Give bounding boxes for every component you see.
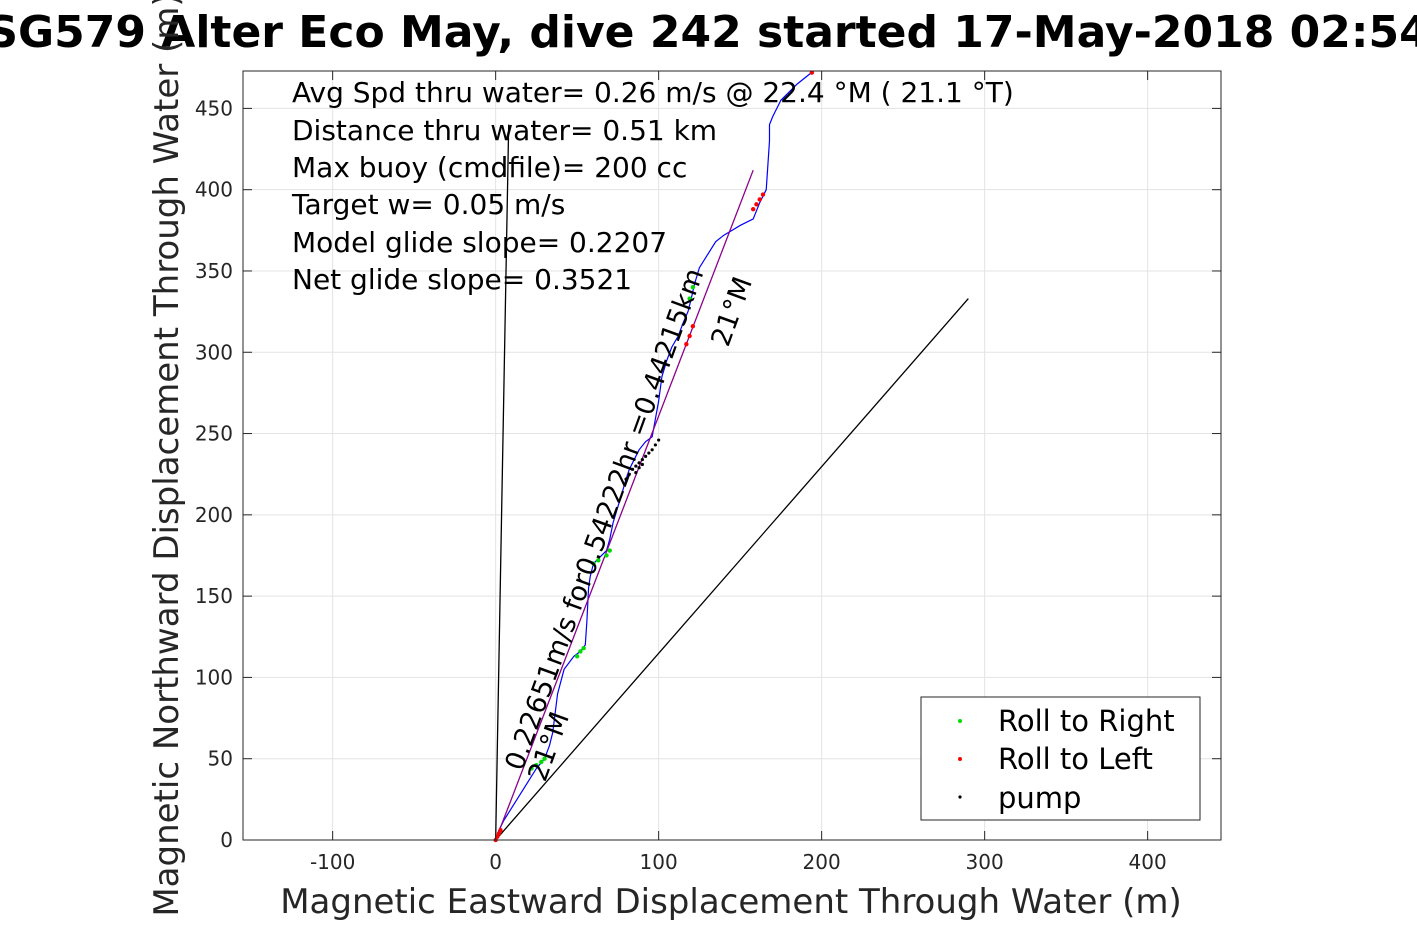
y-tick-label: 400 [195, 178, 233, 202]
marker-roll-left [750, 206, 756, 212]
marker-roll-right [607, 548, 612, 553]
axes-frame [242, 70, 1222, 841]
marker-roll-right [529, 766, 534, 771]
marker-roll-left [495, 834, 500, 839]
y-tick-label: 150 [195, 584, 233, 608]
marker-roll-left [684, 341, 689, 347]
marker-pump [630, 467, 635, 471]
stats-line-net-glide: Net glide slope= 0.3521 [292, 263, 632, 296]
stats-line-model-glide: Model glide slope= 0.2207 [292, 226, 667, 259]
marker-roll-right [581, 645, 586, 651]
chart-title: SG579 Alter Eco May, dive 242 started 17… [0, 7, 1417, 58]
marker-roll-right [578, 649, 583, 654]
stats-line-distance: Distance thru water= 0.51 km [292, 114, 717, 147]
legend-label-pump: pump [998, 781, 1081, 815]
y-tick-label: 200 [195, 503, 233, 527]
grid [243, 71, 1221, 841]
marker-roll-right [534, 763, 539, 768]
y-tick-label: 50 [208, 747, 233, 771]
marker-pump [650, 448, 654, 452]
legend-box [920, 696, 1201, 821]
marker-roll-left [809, 70, 815, 75]
series-line-1 [495, 169, 754, 841]
y-tick-label: 450 [195, 96, 233, 120]
y-tick-label: 300 [195, 340, 233, 364]
marker-pump [640, 457, 644, 462]
x-tick-label: 300 [966, 850, 1004, 874]
series-line-2 [495, 124, 510, 841]
stats-line-max-buoy: Max buoy (cmdfile)= 200 cc [292, 151, 687, 184]
marker-roll-right [539, 759, 544, 765]
y-tick-label: 0 [220, 828, 233, 852]
marker-pump [644, 454, 648, 458]
marker-roll-right [574, 654, 580, 659]
x-tick-label: -100 [310, 850, 355, 874]
marker-roll-left [687, 333, 692, 339]
x-tick-label: 200 [803, 850, 841, 874]
y-tick-label: 250 [195, 422, 233, 446]
legend-label-roll-left: Roll to Left [998, 742, 1153, 776]
marker-roll-right [591, 561, 596, 566]
y-axis-label: Magnetic Northward Displacement Through … [147, 0, 187, 917]
stats-line-target-w: Target w= 0.05 m/s [291, 188, 565, 221]
marker-pump [624, 477, 628, 481]
marker-roll-left [690, 324, 696, 329]
marker-roll-right [604, 553, 609, 558]
legend-marker-pump [958, 795, 962, 799]
legend-marker-roll-left [958, 757, 962, 761]
marker-roll-left [498, 828, 503, 833]
marker-roll-left [754, 202, 759, 207]
marker-pump [640, 462, 644, 467]
series-line-3 [495, 298, 969, 841]
marker-roll-left [757, 197, 762, 202]
stats-text-box: Avg Spd thru water= 0.26 m/s @ 22.4 °M (… [291, 76, 1014, 296]
x-axis-label: Magnetic Eastward Displacement Through W… [280, 882, 1182, 922]
marker-pump [637, 461, 641, 465]
marker-roll-left [760, 192, 766, 197]
series-line-0 [495, 70, 814, 841]
marker-roll-right [687, 296, 692, 301]
marker-pump [647, 451, 651, 455]
plot-area [493, 70, 969, 843]
marker-pump [634, 470, 638, 475]
y-tick-label: 350 [195, 259, 233, 283]
marker-pump [627, 472, 631, 476]
axis-ticks: -100 0 100 200 300 400 0 50 100 150 200 250 300 350 40… [195, 71, 1221, 874]
x-tick-label: 100 [640, 850, 678, 874]
marker-pump [634, 464, 638, 468]
x-tick-label: 0 [489, 850, 502, 874]
marker-pump [637, 466, 641, 470]
marker-pump [657, 438, 661, 442]
stats-line-avg-speed: Avg Spd thru water= 0.26 m/s @ 22.4 °M (… [292, 76, 1014, 109]
legend-marker-roll-right [958, 719, 962, 723]
x-tick-label: 400 [1129, 850, 1167, 874]
marker-roll-right [690, 285, 696, 290]
marker-roll-left [496, 831, 502, 836]
legend-label-roll-right: Roll to Right [998, 704, 1175, 738]
marker-pump [653, 443, 657, 447]
y-tick-label: 100 [195, 665, 233, 689]
marker-roll-right [596, 558, 601, 563]
legend: Roll to Right Roll to Left pump [920, 696, 1201, 821]
marker-roll-right [542, 756, 547, 761]
